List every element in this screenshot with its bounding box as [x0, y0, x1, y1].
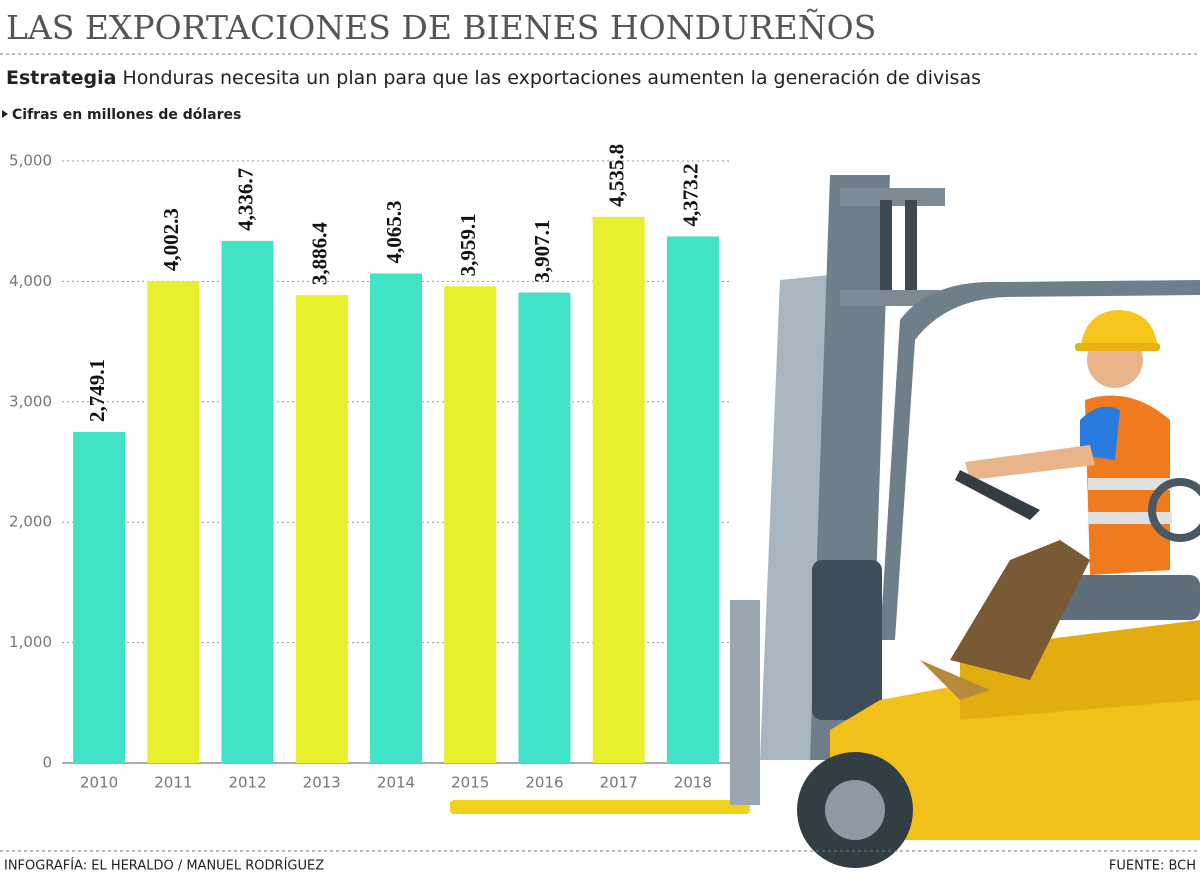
unit-label: Cifras en millones de dólares: [12, 107, 241, 123]
source: FUENTE: BCH: [1109, 859, 1196, 874]
value-label: 2,749.1: [85, 359, 109, 422]
cylinder: [812, 560, 882, 720]
x-tick-label: 2017: [600, 774, 638, 792]
bar: [444, 286, 497, 763]
mast-top: [840, 188, 945, 206]
forklift-illustration: [450, 175, 1200, 868]
y-tick-label: 4,000: [9, 272, 52, 290]
bar: [73, 432, 126, 763]
credit: INFOGRAFÍA: EL HERALDO / MANUEL RODRÍGUE…: [4, 858, 324, 874]
chain: [880, 200, 892, 300]
value-label: 3,886.4: [308, 222, 332, 286]
bar: [518, 292, 571, 763]
x-tick-label: 2018: [674, 774, 712, 792]
subtitle-text: Honduras necesita un plan para que las e…: [123, 67, 981, 89]
vest-stripe: [1088, 512, 1172, 524]
x-tick-label: 2010: [80, 774, 118, 792]
chart-title: LAS EXPORTACIONES DE BIENES HONDUREÑOS: [6, 7, 876, 47]
bullet: [2, 110, 8, 118]
helmet-brim: [1075, 343, 1160, 351]
y-tick-label: 2,000: [9, 513, 52, 531]
bar: [295, 295, 348, 763]
steering: [955, 470, 1040, 520]
y-tick-label: 0: [42, 754, 52, 772]
wheel-rear: [1148, 478, 1200, 542]
y-tick-label: 5,000: [9, 152, 52, 170]
x-tick-label: 2016: [525, 774, 563, 792]
fork-back: [730, 600, 760, 805]
bar: [370, 273, 422, 763]
vest-stripe: [1088, 478, 1172, 490]
x-tick-label: 2014: [377, 774, 415, 792]
x-tick-label: 2012: [228, 774, 266, 792]
value-label: 4,336.7: [233, 168, 257, 231]
mast-bar: [840, 290, 940, 306]
value-label: 4,535.8: [604, 144, 628, 207]
cab-frame: [880, 280, 1200, 640]
value-label: 3,959.1: [456, 213, 480, 276]
bar: [221, 240, 274, 763]
fork: [450, 800, 750, 814]
chain: [905, 200, 917, 300]
x-tick-label: 2013: [303, 774, 341, 792]
value-label: 3,907.1: [530, 220, 554, 283]
arm: [965, 445, 1095, 480]
boot: [920, 660, 990, 700]
helmet: [1080, 310, 1158, 350]
hub: [825, 780, 885, 840]
seat: [1040, 575, 1200, 620]
x-tick-label: 2011: [154, 774, 192, 792]
value-label: 4,002.3: [159, 208, 183, 271]
y-tick-label: 1,000: [9, 633, 52, 651]
legs: [950, 540, 1090, 680]
bar: [666, 236, 719, 763]
subtitle: Estrategia Honduras necesita un plan par…: [6, 67, 981, 89]
x-tick-label: 2015: [451, 774, 489, 792]
value-label: 4,373.2: [679, 163, 703, 226]
subtitle-lead: Estrategia: [6, 67, 116, 89]
bar: [147, 281, 200, 763]
bar: [592, 216, 645, 764]
y-tick-label: 3,000: [9, 392, 52, 410]
value-label: 4,065.3: [382, 201, 406, 264]
